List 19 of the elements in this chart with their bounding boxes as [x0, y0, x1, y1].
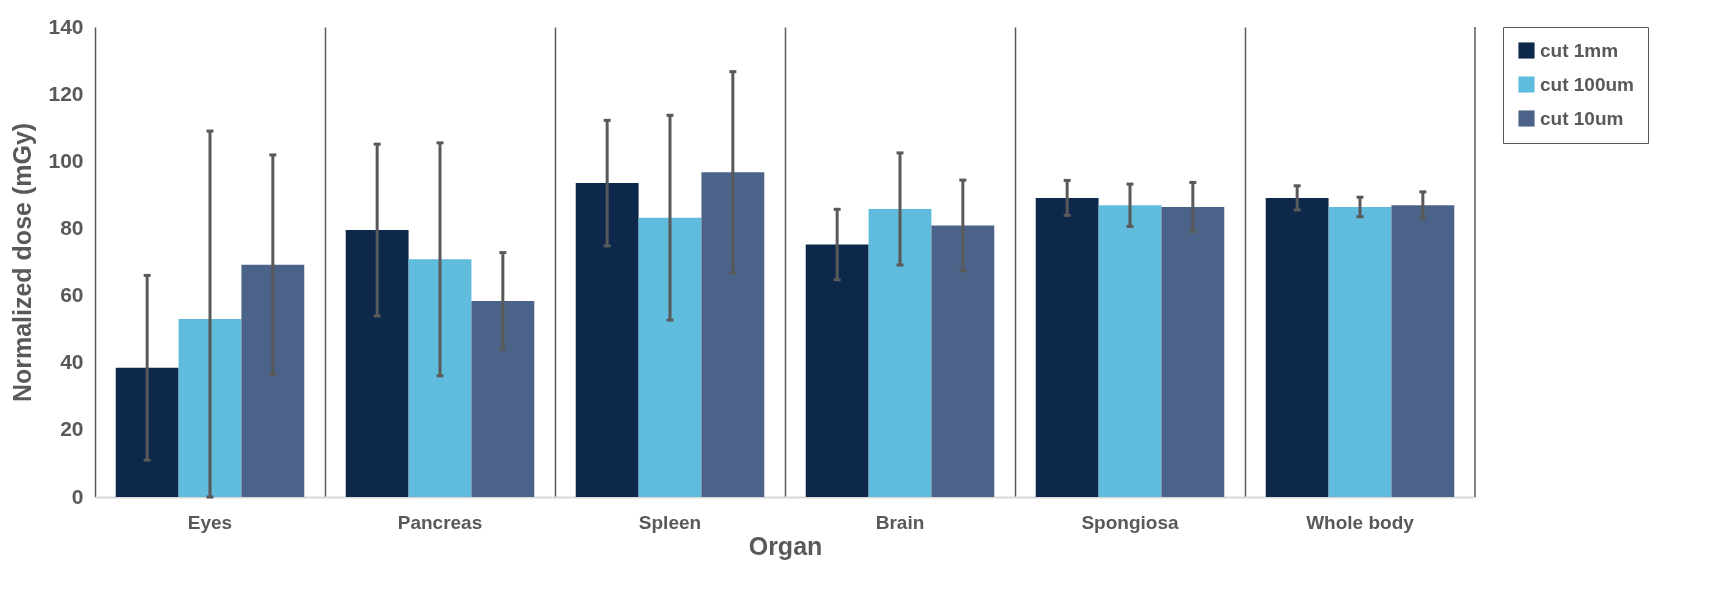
x-tick-label: Whole body [1306, 511, 1415, 533]
y-tick-label: 20 [60, 417, 84, 441]
legend-label: cut 100um [1540, 73, 1634, 95]
x-tick-label: Brain [875, 511, 925, 533]
y-tick-label: 0 [71, 484, 84, 508]
x-axis-title: Organ [748, 531, 823, 560]
legend-label: cut 1mm [1540, 39, 1619, 61]
x-tick-label: Pancreas [397, 511, 483, 533]
y-tick-label: 80 [60, 215, 84, 239]
y-tick-label: 140 [48, 14, 84, 38]
y-axis-title: Normalized dose (mGy) [8, 122, 37, 403]
y-tick-label: 120 [48, 81, 84, 105]
y-tick-label: 100 [48, 148, 84, 172]
legend-label: cut 10um [1540, 107, 1624, 129]
x-tick-label: Spongiosa [1081, 511, 1179, 533]
y-tick-label: 60 [60, 283, 84, 307]
y-tick-label: 40 [60, 350, 84, 374]
x-tick-label: Eyes [187, 511, 233, 533]
x-tick-label: Spleen [638, 511, 702, 533]
